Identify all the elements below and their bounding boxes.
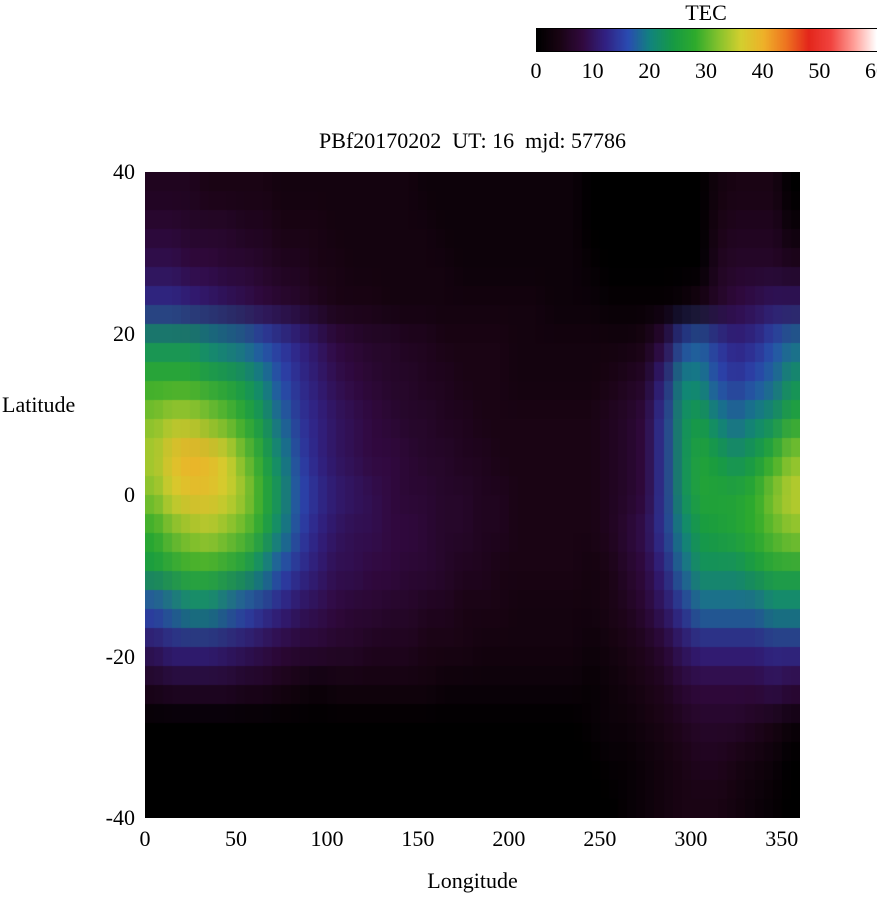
plot-title: PBf20170202 UT: 16 mjd: 57786	[319, 128, 626, 153]
colorbar-tick-label: 50	[808, 58, 831, 83]
y-axis-tick-labels: 40 20 0 -20 -40	[55, 159, 135, 830]
colorbar-tick-label: 40	[751, 58, 774, 83]
x-tick-label: 50	[224, 826, 247, 851]
colorbar-tick-label: 20	[638, 58, 661, 83]
y-tick-label: 0	[124, 482, 135, 507]
x-tick-label: 150	[401, 826, 435, 851]
y-tick-label: 40	[113, 159, 135, 184]
x-tick-label: 300	[674, 826, 708, 851]
x-tick-label: 350	[765, 826, 799, 851]
x-tick-label: 100	[310, 826, 344, 851]
y-tick-label: 20	[113, 320, 135, 346]
x-tick-label: 200	[492, 826, 526, 851]
colorbar-tick-label: 30	[695, 58, 717, 83]
colorbar-title: TEC	[685, 0, 727, 25]
y-tick-label: -20	[105, 643, 135, 669]
colorbar-tick-labels: 0 10 20 30 40 50 60	[531, 58, 877, 84]
colorbar-tick-label: 0	[530, 58, 542, 83]
x-axis-tick-labels: 0 50 100 150 200 250 300 350	[140, 826, 800, 854]
colorbar-gradient	[536, 28, 877, 52]
x-tick-label: 0	[139, 826, 151, 851]
colorbar-tick-label: 10	[581, 58, 604, 83]
x-tick-label: 250	[583, 826, 617, 851]
plot-area	[145, 172, 800, 818]
tec-heatmap	[145, 172, 800, 818]
colorbar-tick-label: 60	[865, 58, 877, 83]
x-axis-label: Longitude	[427, 868, 518, 893]
y-axis-label: Latitude	[2, 392, 76, 417]
y-tick-label: -40	[105, 805, 135, 830]
